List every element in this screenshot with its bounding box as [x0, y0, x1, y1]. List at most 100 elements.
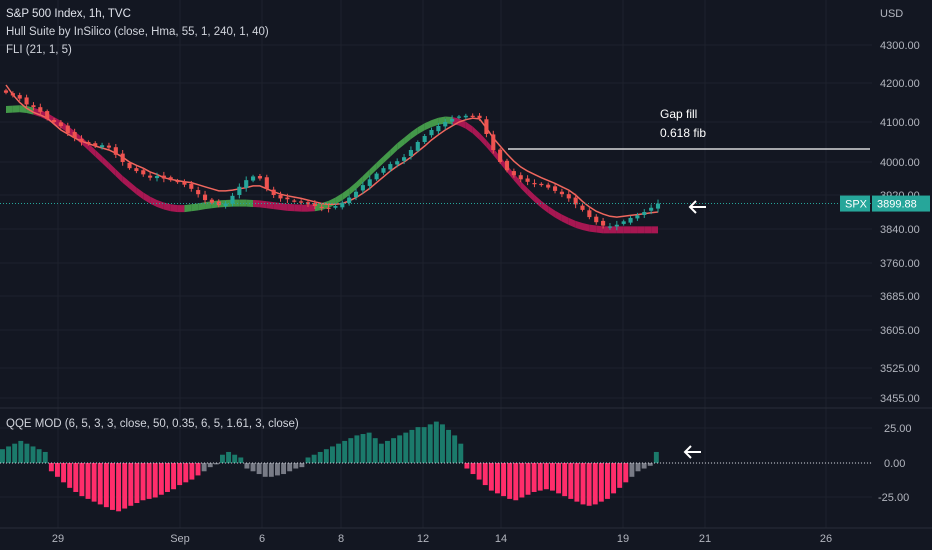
- candle-body: [326, 207, 331, 209]
- qqe-bar: [556, 463, 562, 494]
- qqe-bar: [207, 463, 213, 468]
- hull-segment: [280, 202, 288, 211]
- hull-segment: [383, 149, 391, 164]
- candle-body: [408, 150, 413, 156]
- hull-segment: [294, 204, 302, 212]
- qqe-bar: [476, 463, 482, 480]
- qqe-bar: [128, 463, 134, 506]
- qqe-bar: [385, 440, 390, 463]
- oscillator-tick-label: 0.00: [884, 458, 905, 470]
- candle-body: [31, 105, 36, 108]
- qqe-bar: [427, 424, 433, 463]
- qqe-bar: [513, 463, 519, 501]
- qqe-bar: [421, 427, 427, 463]
- hull-segment: [198, 202, 206, 211]
- hull-segment: [362, 169, 370, 183]
- candle-body: [436, 126, 441, 132]
- qqe-bar: [238, 457, 244, 463]
- hull-segment: [12, 105, 20, 113]
- qqe-bar: [495, 463, 500, 494]
- candle-body: [175, 180, 180, 183]
- qqe-bar: [348, 438, 354, 463]
- qqe-bar: [73, 463, 79, 492]
- candle-body: [100, 145, 105, 148]
- price-badge: SPX 3899.88: [840, 195, 930, 212]
- qqe-bar: [48, 463, 54, 472]
- candle-body: [402, 157, 407, 161]
- candle-body: [395, 161, 400, 165]
- price-badge-value: 3899.88: [877, 199, 917, 211]
- candle-body: [374, 173, 379, 180]
- price-tick-label: 3525.00: [880, 363, 920, 375]
- arrow-head: [688, 200, 697, 214]
- candle-body: [655, 203, 661, 209]
- time-tick-label: 21: [699, 533, 711, 545]
- hull-segment: [417, 123, 425, 135]
- qqe-bar: [287, 463, 293, 472]
- candle-body: [415, 142, 420, 151]
- qqe-bar: [525, 463, 531, 495]
- qqe-bar: [605, 463, 610, 499]
- hull-segment: [156, 200, 164, 210]
- qqe-bar: [550, 463, 555, 491]
- hull-segment: [397, 137, 405, 151]
- qqe-bar: [110, 463, 115, 510]
- qqe-bar: [440, 424, 445, 463]
- qqe-bar: [537, 463, 543, 491]
- qqe-bar: [61, 463, 67, 483]
- hull-segment: [404, 132, 411, 145]
- qqe-bar: [122, 463, 128, 509]
- time-axis[interactable]: 29 Sep 6 8 12 14 19 21 26: [0, 527, 932, 545]
- fli-line: [5, 84, 659, 218]
- qqe-bar: [586, 463, 592, 506]
- price-tick-label: 4200.00: [880, 78, 920, 90]
- hull-segment: [301, 204, 308, 212]
- qqe-bar: [213, 463, 219, 465]
- hull-segment: [513, 173, 521, 189]
- time-tick-label: 19: [617, 533, 629, 545]
- candle-body: [189, 183, 194, 189]
- qqe-bar: [488, 463, 494, 491]
- qqe-bar: [629, 463, 635, 477]
- candle-body: [429, 130, 434, 136]
- qqe-bar: [409, 429, 415, 463]
- chart-title[interactable]: S&P 500 Index, 1h, TVC: [6, 8, 131, 20]
- indicator-qqe-label[interactable]: QQE MOD (6, 5, 3, 3, close, 50, 0.35, 6,…: [6, 418, 299, 430]
- candle-body: [17, 95, 22, 99]
- qqe-bar: [641, 463, 647, 469]
- price-tick-label: 4100.00: [880, 117, 920, 129]
- oscillator-axis[interactable]: 25.00 0.00 -25.00: [878, 423, 912, 504]
- oscillator-tick-label: 25.00: [884, 423, 912, 435]
- hull-segment: [616, 226, 624, 234]
- candle-body: [484, 119, 489, 134]
- qqe-bar: [268, 463, 274, 477]
- qqe-bar: [458, 443, 464, 463]
- qqe-bar: [397, 435, 403, 463]
- candle-body: [271, 189, 276, 195]
- qqe-bar: [336, 443, 342, 463]
- candle-body: [340, 202, 345, 208]
- hull-segment: [575, 220, 583, 230]
- hull-segment: [102, 156, 109, 170]
- hull-segment: [143, 192, 151, 204]
- price-axis[interactable]: 4300.004200.004100.004000.003920.003840.…: [880, 40, 920, 405]
- qqe-bar: [226, 451, 232, 463]
- candle-body: [202, 194, 208, 201]
- candle-body: [216, 201, 221, 206]
- left-arrow-icon: [683, 445, 701, 459]
- candle-body: [443, 122, 448, 127]
- candle-body: [51, 120, 57, 122]
- qqe-bar: [134, 463, 140, 504]
- candle-body: [491, 134, 496, 150]
- hull-segment: [150, 196, 157, 207]
- qqe-bar: [171, 463, 177, 490]
- candle-body: [621, 221, 626, 224]
- candle-body: [38, 107, 43, 112]
- qqe-bar: [391, 438, 397, 463]
- indicator-fli-label[interactable]: FLI (21, 1, 5): [6, 44, 72, 56]
- qqe-bars: [0, 421, 659, 512]
- qqe-bar: [30, 446, 36, 463]
- indicator-hull-label[interactable]: Hull Suite by InSilico (close, Hma, 55, …: [6, 26, 269, 38]
- qqe-bar: [378, 443, 384, 463]
